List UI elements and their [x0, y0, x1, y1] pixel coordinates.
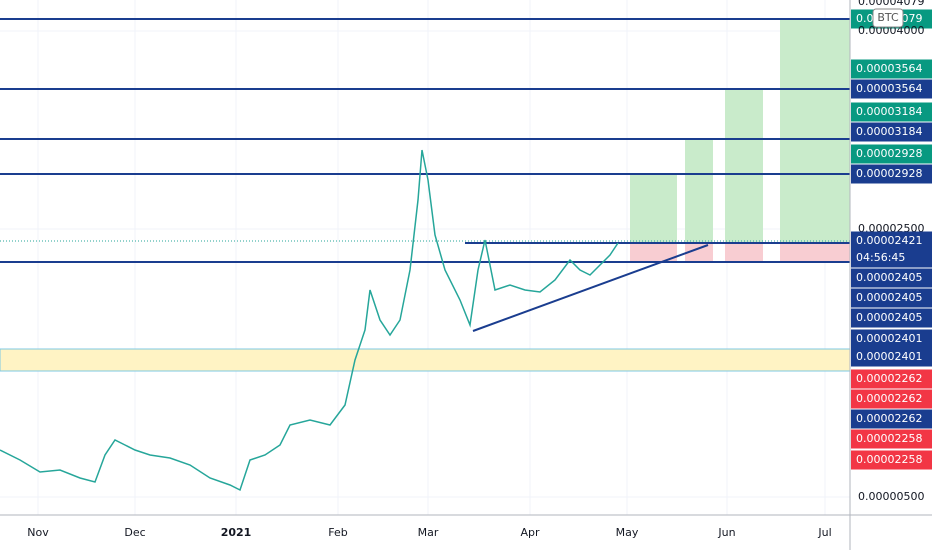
price-badge-label: 0.00002405 [856, 311, 922, 324]
price-badge-label: 0.00002262 [856, 372, 922, 385]
symbol-badge: BTC [877, 11, 899, 24]
price-badge-label: 0.00002928 [856, 167, 922, 180]
price-badge [851, 308, 932, 328]
price-badge-label: 0.00002405 [856, 271, 922, 284]
price-badge-label: 0.00002262 [856, 412, 922, 425]
price-badge [851, 329, 932, 349]
countdown: 04:56:45 [856, 251, 905, 264]
price-badge-label: 0.00002421 [856, 234, 922, 247]
price-badge [851, 369, 932, 389]
time-label: 2021 [221, 526, 252, 539]
price-badge [851, 409, 932, 429]
time-label: Feb [328, 526, 347, 539]
price-badge-label: 0.00002258 [856, 432, 922, 445]
price-badge-label: 0.00003564 [856, 62, 922, 75]
price-badge [851, 450, 932, 470]
support-zone [0, 348, 851, 372]
price-badge-label: 0.00002401 [856, 350, 922, 363]
price-badge [851, 144, 932, 164]
time-label: Mar [418, 526, 439, 539]
price-badge-label: 0.00003564 [856, 82, 922, 95]
price-badge-label: 0.00003184 [856, 105, 922, 118]
time-scale: Nov Dec 2021 Feb Mar Apr May Jun Jul [27, 526, 831, 539]
price-badge-label: 0.00003184 [856, 125, 922, 138]
price-badge-label: 0.00002405 [856, 291, 922, 304]
price-badge-label: 0.00002401 [856, 332, 922, 345]
price-badge [851, 102, 932, 122]
time-label: Jun [717, 526, 735, 539]
price-label: 0.00000500 [858, 490, 924, 503]
time-label: Apr [520, 526, 540, 539]
price-badge-label: 0.00002262 [856, 392, 922, 405]
time-label: Dec [124, 526, 145, 539]
price-badge [851, 231, 932, 268]
price-badge [851, 288, 932, 308]
price-badge [851, 59, 932, 79]
price-path [0, 149, 619, 492]
price-badge-label: 0.00002258 [856, 453, 922, 466]
symbol-badge-box [872, 8, 904, 28]
time-label: May [616, 526, 639, 539]
price-label: 0.00004079 [858, 0, 924, 8]
price-scale: 0.000040790.000040790.000040000.00003564… [851, 0, 932, 503]
price-badge [851, 79, 932, 99]
time-label: Nov [27, 526, 49, 539]
targets [630, 19, 850, 262]
price-badge [851, 347, 932, 367]
price-badge [851, 389, 932, 409]
levels [0, 18, 850, 332]
price-badge [851, 268, 932, 288]
price-badge [851, 164, 932, 184]
price-badge [851, 429, 932, 449]
price-badge-label: 0.00002928 [856, 147, 922, 160]
price-badge [851, 122, 932, 142]
time-label: Jul [817, 526, 831, 539]
